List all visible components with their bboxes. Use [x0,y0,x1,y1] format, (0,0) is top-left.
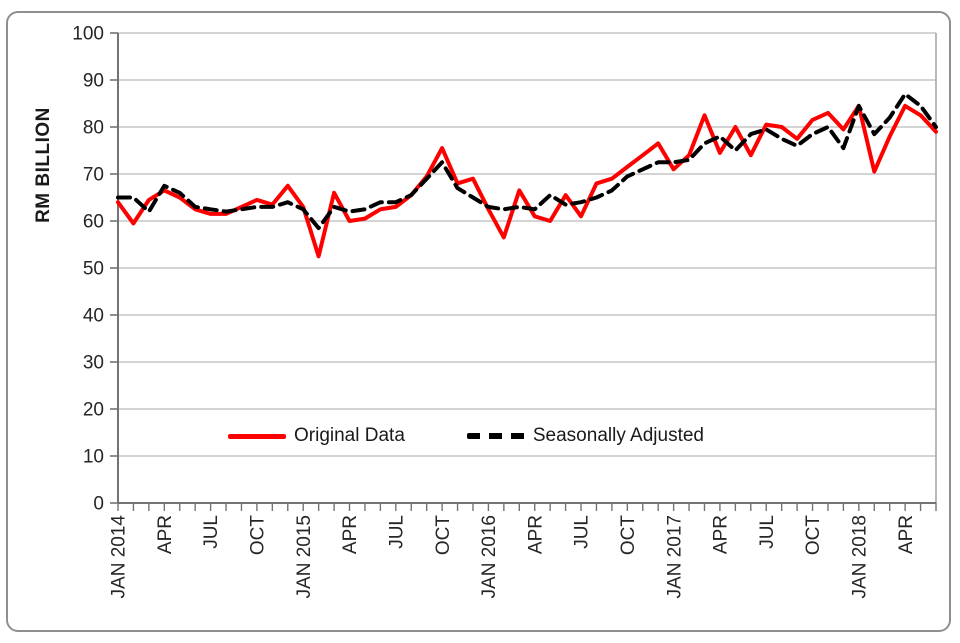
seasonally-adjusted-line [116,92,938,231]
x-tick-label: OCT [433,515,454,556]
legend-item-original-data: Original Data [228,425,405,447]
x-tick-label: JAN 2014 [109,515,130,599]
y-tick-label: 40 [83,306,104,327]
x-tick-label: APR [711,515,732,554]
chart-outer-border [6,11,951,632]
x-tick-label: APR [896,515,917,554]
y-tick-label: 50 [83,259,104,280]
y-tick-label: 80 [83,118,104,139]
x-tick-label: JUL [757,515,778,549]
x-tick-label: JUL [201,515,222,549]
y-tick-label: 30 [83,353,104,374]
x-tick-label: JAN 2016 [479,515,500,598]
original-data-line [116,103,938,259]
y-tick-label: 20 [83,400,104,421]
y-tick-label: 60 [83,212,104,233]
x-tick-label: JAN 2017 [664,515,685,598]
x-tick-label: JAN 2018 [849,515,870,598]
black-dashed-line-swatch-icon [466,433,525,439]
x-tick-label: APR [155,515,176,554]
x-tick-label: JUL [572,515,593,549]
x-tick-label: JUL [386,515,407,549]
y-tick-label: 70 [83,165,104,186]
x-tick-label: OCT [248,515,269,556]
y-tick-label: 0 [93,494,104,515]
x-tick-label: OCT [618,515,639,556]
y-tick-label: 100 [72,24,104,45]
legend-label-original-data: Original Data [294,425,405,446]
y-tick-label: 10 [83,447,104,468]
x-tick-label: OCT [803,515,824,556]
x-tick-label: APR [340,515,361,554]
x-tick-label: APR [525,515,546,554]
y-axis-title: RM BILLION [33,107,54,223]
legend-item-seasonally-adjusted: Seasonally Adjusted [466,425,704,447]
red-solid-line-swatch-icon [228,433,286,439]
legend-label-seasonally-adjusted: Seasonally Adjusted [532,425,704,446]
x-tick-label: JAN 2015 [294,515,315,598]
chart-legend: Original Data Seasonally Adjusted [228,421,704,451]
y-tick-label: 90 [83,71,104,92]
